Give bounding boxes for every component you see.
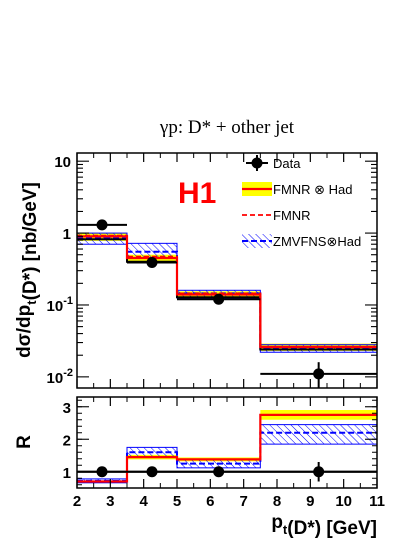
x-tick-label-3: 3 — [106, 493, 114, 510]
experiment-label: H1 — [178, 177, 216, 210]
chart-title: γp: D* + other jet — [159, 117, 295, 138]
legend-label-fmnr: FMNR — [273, 208, 311, 223]
top-line-fmnr — [77, 234, 377, 348]
legend-label-data: Data — [273, 156, 301, 171]
x-axis-label: pt(D*) [GeV] — [271, 512, 377, 539]
bottom-hatched-zmvfns-had-bin-3 — [259, 424, 377, 445]
top-data-point-1 — [146, 256, 158, 268]
x-tick-label-4: 4 — [139, 493, 148, 510]
y-tick-label-10: 10 — [54, 154, 71, 171]
x-tick-label-10: 10 — [335, 493, 352, 510]
x-axis-label-text: pt(D*) [GeV] — [271, 512, 377, 539]
bottom-data-point-3 — [313, 466, 325, 478]
top-data-point-3 — [313, 368, 325, 380]
top-y-axis-label-text: dσ/dpt(D*) [nb/GeV] — [14, 182, 41, 358]
x-tick-label-11: 11 — [369, 493, 385, 510]
x-tick-label-8: 8 — [273, 493, 281, 510]
x-tick-label-6: 6 — [206, 493, 214, 510]
y-tick-label-10-2: 10-2 — [47, 367, 73, 387]
bottom-data-point-2 — [213, 466, 225, 478]
bottom-data-point-0 — [96, 466, 108, 478]
bottom-y-tick-label-1: 1 — [63, 465, 71, 482]
x-tick-label-2: 2 — [73, 493, 81, 510]
x-tick-label-7: 7 — [239, 493, 247, 510]
bottom-y-axis-label: R — [14, 435, 35, 449]
x-tick-label-5: 5 — [173, 493, 181, 510]
legend-label-fmnr-had: FMNR ⊗ Had — [273, 182, 353, 197]
bottom-data-point-1 — [146, 466, 158, 478]
bottom-y-tick-label-3: 3 — [63, 400, 71, 417]
top-data-point-0 — [96, 219, 108, 231]
top-data-point-2 — [213, 293, 225, 305]
y-tick-label-1: 1 — [63, 226, 71, 243]
top-panel: 10 1 10-1 10-2 H1 Data FMNR ⊗ Had FMNR ZMVFNS⊗… — [47, 152, 378, 389]
legend-label-zmvfns-had: ZMVFNS⊗Had — [273, 234, 361, 249]
legend-marker-data — [251, 157, 263, 169]
y-tick-label-10-1: 10-1 — [47, 295, 73, 315]
bottom-y-tick-label-2: 2 — [63, 432, 71, 449]
bottom-line-fmnr-had — [77, 413, 377, 483]
top-y-axis-label: dσ/dpt(D*) [nb/GeV] — [14, 182, 41, 358]
x-tick-label-9: 9 — [306, 493, 314, 510]
